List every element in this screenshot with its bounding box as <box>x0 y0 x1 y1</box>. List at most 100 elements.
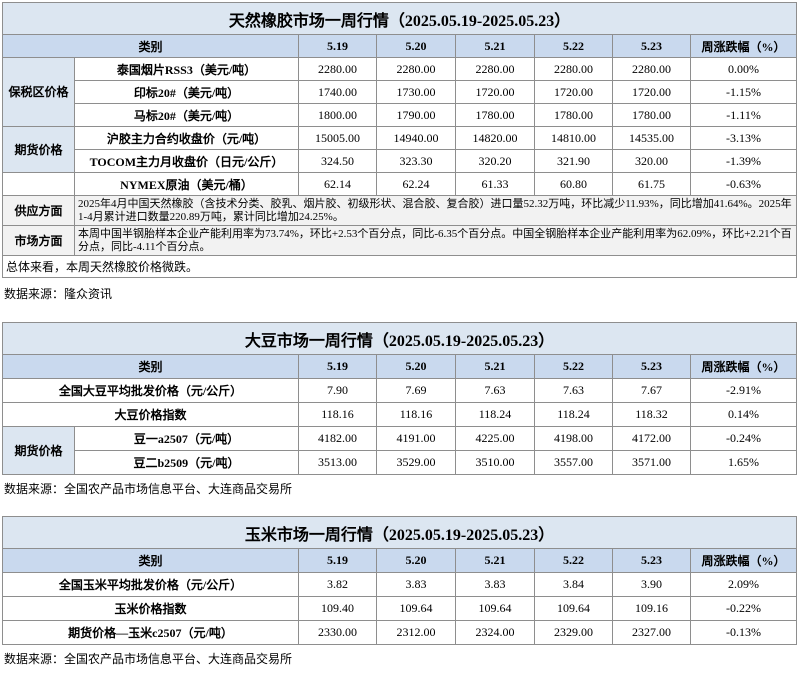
group-label: 保税区价格 <box>2 57 75 127</box>
note-text: 2025年4月中国天然橡胶（含技术分类、胶乳、烟片胶、初级形状、混合胶、复合胶）… <box>73 195 798 226</box>
value-cell: 3.84 <box>534 572 613 597</box>
data-source: 数据来源：全国农产品市场信息平台、大连商品交易所 <box>4 652 293 666</box>
value-cell: 15005.00 <box>298 126 377 150</box>
note-label: 供应方面 <box>2 195 75 226</box>
header-cell: 5.20 <box>376 34 456 58</box>
value-cell: 1800.00 <box>298 103 377 127</box>
group-label: 期货价格 <box>2 426 75 475</box>
summary-row: 总体来看，本周天然橡胶价格微跌。 <box>1 255 798 278</box>
data-source: 数据来源：全国农产品市场信息平台、大连商品交易所 <box>4 482 293 496</box>
row-label: 期货价格—玉米c2507（元/吨） <box>2 620 299 645</box>
value-cell: 1720.00 <box>455 80 535 104</box>
value-cell: 2327.00 <box>612 620 691 645</box>
table-title: 玉米市场一周行情（2025.05.19-2025.05.23） <box>1 516 798 549</box>
value-cell: 1780.00 <box>455 103 535 127</box>
header-cell: 5.23 <box>612 354 691 379</box>
header-cell: 5.23 <box>612 34 691 58</box>
row-label: 印标20#（美元/吨） <box>74 80 299 104</box>
header-cell: 5.19 <box>298 34 377 58</box>
header-cell: 周涨跌幅（%） <box>689 34 798 58</box>
row-label: 全国玉米平均批发价格（元/公斤） <box>2 572 299 597</box>
group-label: 期货价格 <box>2 126 75 173</box>
header-cell: 类别 <box>2 548 299 573</box>
table-block: 天然橡胶市场一周行情（2025.05.19-2025.05.23） 类别 5.19 5… <box>1 2 798 278</box>
value-cell: 109.64 <box>376 596 456 621</box>
value-cell: 7.90 <box>298 378 377 403</box>
value-cell: 1780.00 <box>534 103 613 127</box>
row-label: 全国大豆平均批发价格（元/公斤） <box>2 378 299 403</box>
market-table: 天然橡胶市场一周行情（2025.05.19-2025.05.23） 类别 5.19 5… <box>1 2 798 278</box>
row-label: TOCOM主力月收盘价（日元/公斤） <box>74 149 299 173</box>
value-cell: 3.83 <box>455 572 535 597</box>
header-cell: 类别 <box>2 354 299 379</box>
data-row: 大豆价格指数 118.16 118.16 118.24 118.24 118.32 0.14… <box>2 402 798 427</box>
value-cell: 3510.00 <box>455 450 535 475</box>
value-cell: 0.00% <box>689 57 798 81</box>
header-cell: 5.21 <box>455 34 535 58</box>
value-cell: 324.50 <box>298 149 377 173</box>
data-row: 期货价格—玉米c2507（元/吨） 2330.00 2312.00 2324.00 23… <box>2 620 798 645</box>
value-cell: 7.63 <box>534 378 613 403</box>
value-cell: 3.90 <box>612 572 691 597</box>
value-cell: 320.00 <box>612 149 691 173</box>
value-cell: 14810.00 <box>534 126 613 150</box>
value-cell: -3.13% <box>689 126 798 150</box>
note-label: 市场方面 <box>2 225 75 256</box>
value-cell: 3529.00 <box>376 450 456 475</box>
value-cell: 1780.00 <box>612 103 691 127</box>
row-label: 大豆价格指数 <box>2 402 299 427</box>
header-cell: 周涨跌幅（%） <box>689 354 798 379</box>
value-cell: 2.09% <box>689 572 798 597</box>
data-row: 全国玉米平均批发价格（元/公斤） 3.82 3.83 3.83 3.84 3.90 2.09… <box>2 572 798 597</box>
header-cell: 5.22 <box>534 354 613 379</box>
header-cell: 5.20 <box>376 354 456 379</box>
value-cell: 109.64 <box>455 596 535 621</box>
header-cell: 5.20 <box>376 548 456 573</box>
value-cell: 14535.00 <box>612 126 691 150</box>
value-cell: -1.11% <box>689 103 798 127</box>
header-row: 类别 5.19 5.20 5.21 5.22 5.23 周涨跌幅（%） <box>2 34 798 58</box>
header-cell: 5.21 <box>455 548 535 573</box>
row-label: 沪胶主力合约收盘价（元/吨） <box>74 126 299 150</box>
table-body: 大豆市场一周行情（2025.05.19-2025.05.23） 类别 5.19 5.2… <box>1 322 798 475</box>
value-cell: 118.16 <box>376 402 456 427</box>
row-label: 泰国烟片RSS3（美元/吨） <box>74 57 299 81</box>
value-cell: 1790.00 <box>376 103 456 127</box>
summary-text: 总体来看，本周天然橡胶价格微跌。 <box>1 255 798 278</box>
value-cell: 1720.00 <box>612 80 691 104</box>
header-cell: 5.22 <box>534 548 613 573</box>
data-row: 玉米价格指数 109.40 109.64 109.64 109.64 109.16 -0.2… <box>2 596 798 621</box>
value-cell: 3571.00 <box>612 450 691 475</box>
value-cell: 4225.00 <box>455 426 535 451</box>
table-block: 玉米市场一周行情（2025.05.19-2025.05.23） 类别 5.19 5.2… <box>1 516 798 645</box>
value-cell: 3.82 <box>298 572 377 597</box>
data-source: 数据来源：隆众资讯 <box>4 287 113 301</box>
table-title: 大豆市场一周行情（2025.05.19-2025.05.23） <box>1 322 798 355</box>
data-row: 豆二b2509（元/吨） 3513.00 3529.00 3510.00 3557.00… <box>3 450 798 475</box>
value-cell: 4172.00 <box>612 426 691 451</box>
table-block: 大豆市场一周行情（2025.05.19-2025.05.23） 类别 5.19 5.2… <box>1 322 798 475</box>
value-cell: -1.15% <box>689 80 798 104</box>
value-cell: 4191.00 <box>376 426 456 451</box>
table-body: 天然橡胶市场一周行情（2025.05.19-2025.05.23） 类别 5.19 5… <box>1 2 798 278</box>
header-cell: 周涨跌幅（%） <box>689 548 798 573</box>
table-title: 天然橡胶市场一周行情（2025.05.19-2025.05.23） <box>1 2 798 35</box>
row-label: 豆二b2509（元/吨） <box>74 450 299 475</box>
value-cell: 118.24 <box>455 402 535 427</box>
header-row: 类别 5.19 5.20 5.21 5.22 5.23 周涨跌幅（%） <box>2 548 798 573</box>
value-cell: -0.63% <box>689 172 798 196</box>
value-cell: 2330.00 <box>298 620 377 645</box>
value-cell: 3.83 <box>376 572 456 597</box>
value-cell: 118.24 <box>534 402 613 427</box>
value-cell: 62.24 <box>376 172 456 196</box>
value-cell: 1.65% <box>689 450 798 475</box>
value-cell: 2312.00 <box>376 620 456 645</box>
data-row: NYMEX原油（美元/桶） 62.14 62.24 61.33 60.80 61.75 -0… <box>2 172 798 196</box>
value-cell: -0.24% <box>689 426 798 451</box>
header-cell: 5.22 <box>534 34 613 58</box>
value-cell: 61.33 <box>455 172 535 196</box>
value-cell: 109.40 <box>298 596 377 621</box>
data-row: 期货价格 豆一a2507（元/吨） 4182.00 4191.00 4225.00 419… <box>2 426 798 475</box>
header-cell: 5.21 <box>455 354 535 379</box>
